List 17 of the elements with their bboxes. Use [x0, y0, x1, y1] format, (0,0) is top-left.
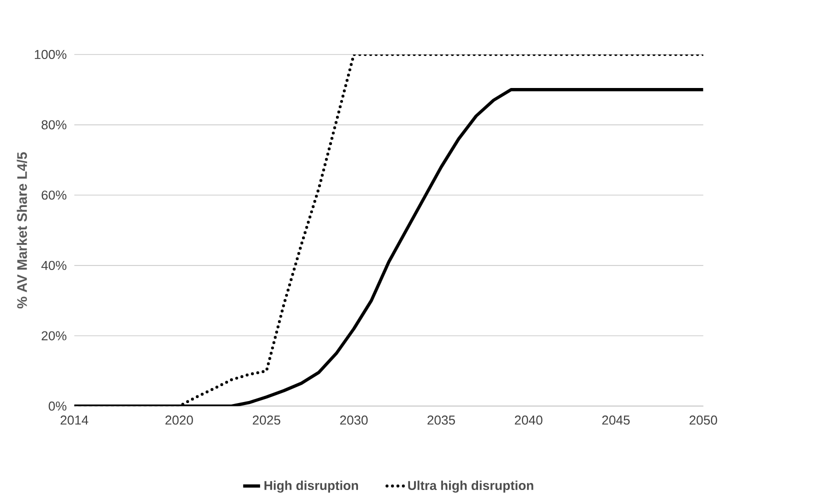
x-tick-label: 2040 [514, 415, 542, 425]
legend-label: High disruption [264, 480, 358, 493]
x-tick-label: 2030 [340, 415, 368, 425]
y-tick-label: 20% [42, 331, 66, 340]
x-tick-label: 2020 [165, 415, 193, 425]
x-tick-label: 2014 [60, 415, 88, 425]
x-tick-label: 2045 [602, 415, 630, 425]
x-tick-label: 2050 [690, 415, 718, 425]
y-tick-label: 40% [41, 260, 66, 270]
y-axis-title: % AV Market Share L4/5 [16, 152, 28, 308]
y-tick-label: 60% [42, 190, 66, 200]
y-tick-label: 100% [34, 50, 66, 59]
x-tick-label: 2035 [428, 415, 455, 425]
x-tick-label: 2025 [252, 415, 280, 425]
y-tick-label: 80% [42, 120, 66, 130]
y-tick-label: 0% [48, 401, 66, 411]
legend-label: Ultra high disruption [408, 480, 534, 493]
